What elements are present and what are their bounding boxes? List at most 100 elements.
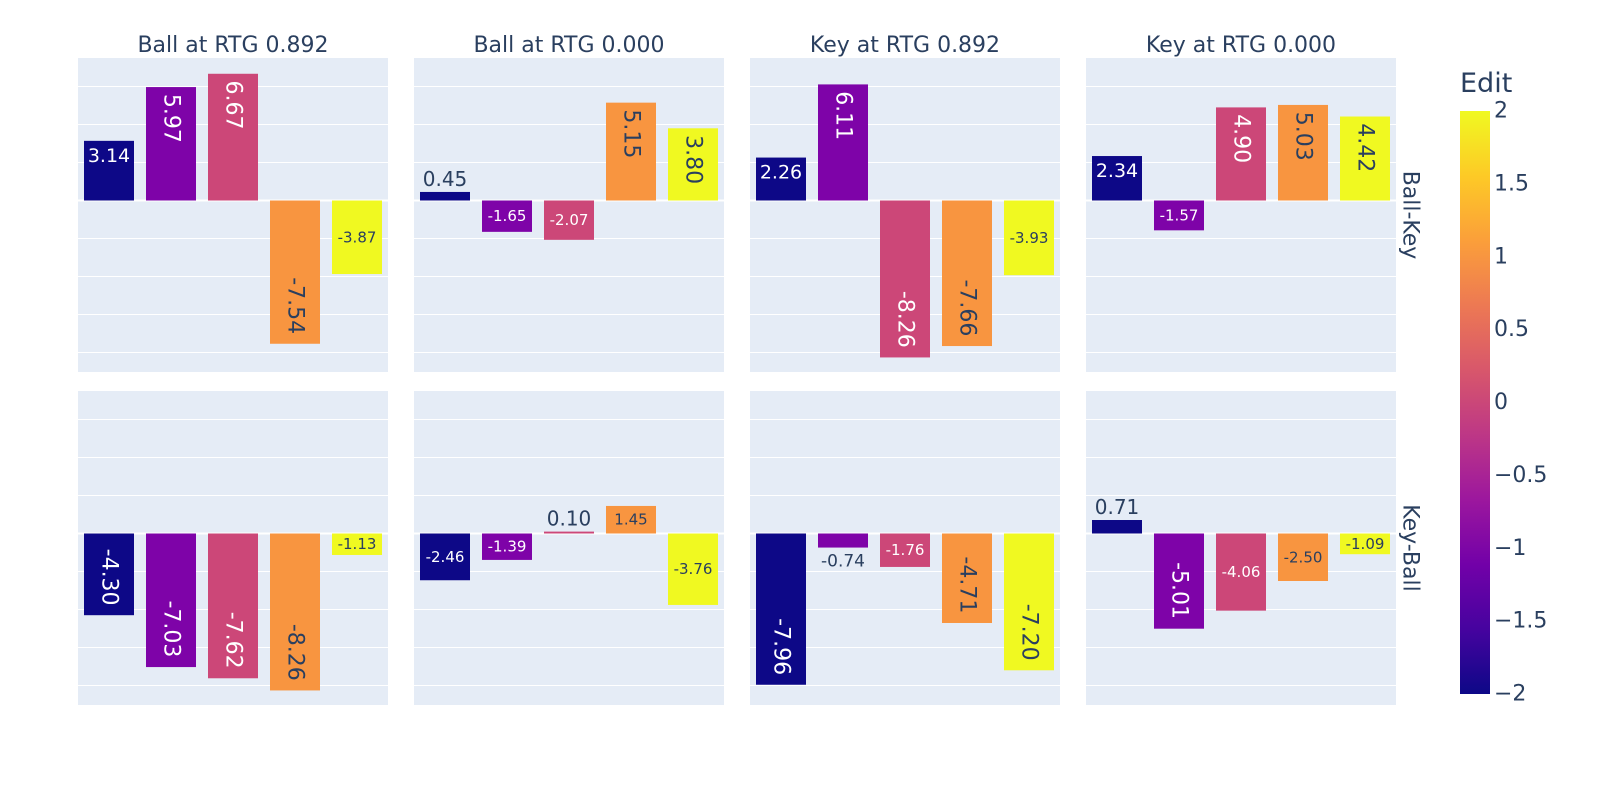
bar [1340,533,1390,555]
bar-label: -7.62 [221,612,246,669]
panel-ball-key-key-at-rtg-0-892: 2.26 6.11 -8.26 -7.66 -3.93 [750,58,1060,372]
bar [332,533,382,555]
panel-ball-key-ball-at-rtg-0-892: 3.14 5.97 6.67 -7.54 -3.87 [78,58,388,372]
bar-label: 1.45 [614,511,647,529]
bar [146,87,196,201]
colorbar-tick-label: 0.5 [1494,317,1529,342]
bar-label: -2.07 [550,211,589,229]
colorbar-tick-label: −0.5 [1494,463,1547,488]
bar [208,533,258,679]
bar [420,191,470,201]
bar-label: -7.03 [159,601,184,658]
colorbar-tick-label: −2 [1494,682,1526,707]
bar [606,505,656,534]
panel-ball-key-ball-at-rtg-0-000: 0.45 -1.65 -2.07 5.15 3.80 [414,58,724,372]
bar-label: -1.13 [338,535,377,553]
bar [1278,104,1328,201]
bar-label: -5.01 [1167,562,1192,619]
bar [270,533,320,691]
panel-ball-key-key-at-rtg-0-000: 2.34 -1.57 4.90 5.03 4.42 [1086,58,1396,372]
bar [1216,533,1266,611]
bar [1092,520,1142,534]
bar [818,84,868,201]
bar-label: -2.50 [1284,548,1323,566]
bar [756,533,806,685]
bar [544,200,594,240]
bar-label: -7.96 [769,618,794,675]
bar-label: -1.65 [488,207,527,225]
bar [332,200,382,275]
bar [668,128,718,201]
bar [1154,533,1204,629]
panel-key-ball-key-at-rtg-0-000: 0.71 -5.01 -4.06 -2.50 -1.09 [1086,391,1396,705]
bar-label: -1.39 [488,538,527,556]
colorbar-tick-label: −1 [1494,536,1526,561]
column-title-key-at-rtg-0-892: Key at RTG 0.892 [810,33,1000,58]
bar [1216,107,1266,201]
bar-label: 2.26 [760,162,802,184]
bar-label: 0.10 [547,507,592,531]
bar [756,157,806,201]
bar-label: -7.54 [283,277,308,334]
bar-label: 3.80 [681,135,706,184]
bar-label: -7.66 [955,279,980,336]
bar [1004,533,1054,671]
bar [818,533,868,548]
bar [942,200,992,347]
bar [606,102,656,201]
bar-label: 4.90 [1229,114,1254,163]
bar-label: 5.97 [159,94,184,143]
bar-label: -8.26 [283,624,308,681]
bar-label: -1.57 [1160,206,1199,224]
bar [270,200,320,344]
bar-label: -3.76 [674,560,713,578]
panel-key-ball-key-at-rtg-0-892: -7.96 -0.74 -1.76 -4.71 -7.20 [750,391,1060,705]
bar [880,200,930,358]
panel-key-ball-ball-at-rtg-0-000: -2.46 -1.39 0.10 1.45 -3.76 [414,391,724,705]
bar-label: 5.03 [1291,112,1316,161]
bar [1092,156,1142,201]
panel-background [1086,58,1396,372]
colorbar-tick-label: 0 [1494,390,1508,415]
colorbar-tick-label: 1 [1494,244,1508,269]
bar [1278,533,1328,581]
bar-label: 6.11 [831,91,856,140]
bar-label: -3.87 [338,228,377,246]
bar-label: -8.26 [893,291,918,348]
colorbar: Edit 2 1.5 1 0.5 0 −0.5 −1 −1.5 −2 [1460,68,1547,707]
bar [84,533,134,616]
column-title-ball-at-rtg-0-892: Ball at RTG 0.892 [137,33,328,58]
bar [880,533,930,567]
bar [146,533,196,668]
bar-label: 2.34 [1096,160,1138,182]
bar [668,533,718,605]
colorbar-title: Edit [1460,68,1512,99]
bar-label: -4.30 [97,549,122,606]
bar [1340,116,1390,201]
bar-label: -1.76 [886,541,925,559]
colorbar-gradient [1460,111,1490,694]
panel-key-ball-ball-at-rtg-0-892: -4.30 -7.03 -7.62 -8.26 -1.13 [78,391,388,705]
bar-label: 3.14 [88,145,130,167]
bar-label: -4.06 [1222,563,1261,581]
bar [482,200,532,232]
bar-label: 6.67 [221,81,246,130]
bar-label: -0.74 [821,552,865,572]
bar-label: 4.42 [1353,123,1378,172]
column-title-key-at-rtg-0-000: Key at RTG 0.000 [1146,33,1336,58]
row-title-ball-key: Ball-Key [1398,171,1423,260]
row-title-key-ball: Key-Ball [1398,504,1423,591]
bar [942,533,992,623]
bar [544,531,594,534]
bar [1004,200,1054,276]
bar [482,533,532,560]
bar-label: -3.93 [1010,229,1049,247]
bar [420,533,470,581]
bar-label: -7.20 [1017,604,1042,661]
bar-label: 0.45 [423,167,468,191]
bar-label: 0.71 [1095,495,1140,519]
colorbar-tick-label: −1.5 [1494,609,1547,634]
bar [208,73,258,201]
bar-label: -4.71 [955,556,980,613]
